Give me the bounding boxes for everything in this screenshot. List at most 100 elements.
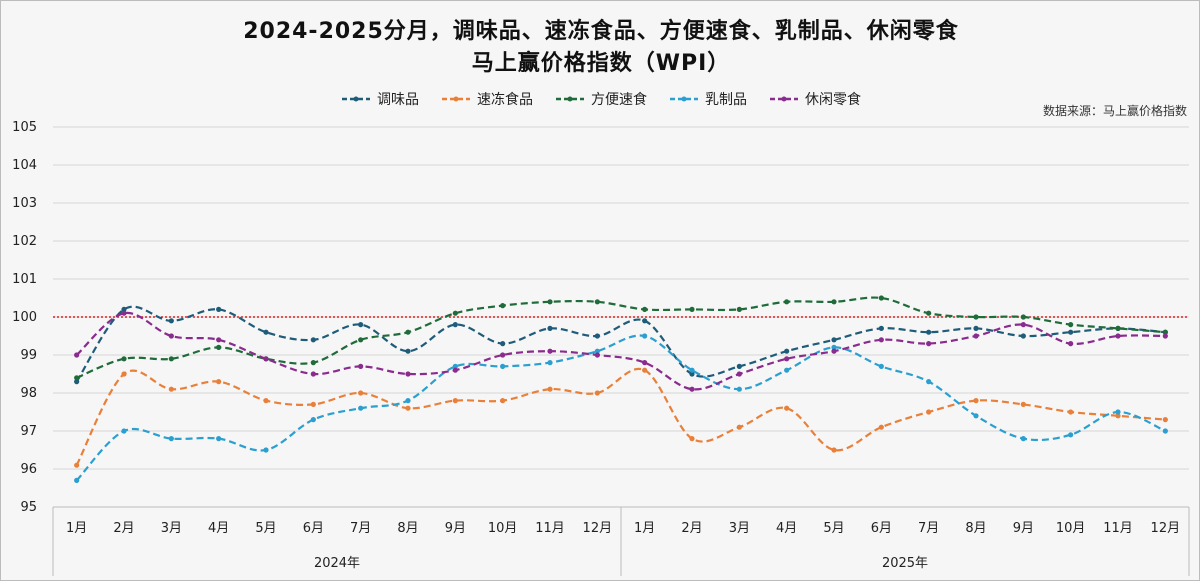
x-tick-label: 2月 xyxy=(681,521,702,536)
data-point-seasoning xyxy=(452,322,458,328)
data-point-dairy xyxy=(405,398,411,404)
data-point-snacks xyxy=(452,367,458,373)
data-point-seasoning xyxy=(594,333,600,339)
data-point-instant-food xyxy=(405,329,411,335)
data-point-seasoning xyxy=(547,325,553,331)
data-point-dairy xyxy=(1020,436,1026,442)
x-tick-label: 1月 xyxy=(634,521,655,536)
data-point-dairy xyxy=(878,363,884,369)
y-tick-label: 105 xyxy=(12,120,37,135)
data-point-dairy xyxy=(74,477,80,483)
data-point-seasoning xyxy=(642,318,648,324)
data-point-instant-food xyxy=(642,306,648,312)
data-point-snacks xyxy=(926,341,932,347)
data-point-instant-food xyxy=(736,306,742,312)
y-tick-label: 101 xyxy=(12,272,37,287)
data-point-frozen-food xyxy=(689,436,695,442)
data-point-instant-food xyxy=(594,299,600,305)
data-point-instant-food xyxy=(689,306,695,312)
data-point-snacks xyxy=(594,352,600,358)
legend-item-seasoning: 调味品 xyxy=(341,89,419,109)
x-tick-label: 1月 xyxy=(66,521,87,536)
x-tick-label: 6月 xyxy=(871,521,892,536)
x-tick-label: 3月 xyxy=(729,521,750,536)
legend-label-seasoning: 调味品 xyxy=(377,92,419,108)
data-point-dairy xyxy=(358,405,364,411)
data-point-instant-food xyxy=(878,295,884,301)
data-point-dairy xyxy=(736,386,742,392)
data-point-seasoning xyxy=(121,306,127,312)
series-line-snacks xyxy=(75,311,1166,391)
data-point-dairy xyxy=(500,363,506,369)
data-point-dairy xyxy=(973,413,979,419)
x-tick-label: 6月 xyxy=(303,521,324,536)
x-tick-label: 4月 xyxy=(208,521,229,536)
legend-item-snacks: 休闲零食 xyxy=(769,89,861,109)
data-point-instant-food xyxy=(1115,325,1121,331)
data-point-frozen-food xyxy=(168,386,174,392)
data-point-frozen-food xyxy=(1020,401,1026,407)
chart-title-line1: 2024-2025分月，调味品、速冻食品、方便速食、乳制品、休闲零食 xyxy=(243,19,959,44)
data-point-dairy xyxy=(1068,432,1074,438)
data-point-seasoning xyxy=(736,363,742,369)
x-tick-label: 7月 xyxy=(350,521,371,536)
data-point-snacks xyxy=(310,371,316,377)
data-point-instant-food xyxy=(926,310,932,316)
data-point-frozen-food xyxy=(310,401,316,407)
data-point-instant-food xyxy=(310,360,316,366)
legend-item-instant-food: 方便速食 xyxy=(555,89,647,109)
data-point-snacks xyxy=(736,371,742,377)
x-tick-label: 9月 xyxy=(445,521,466,536)
data-point-seasoning xyxy=(1068,329,1074,335)
data-point-frozen-food xyxy=(642,367,648,373)
data-point-instant-food xyxy=(74,375,80,381)
data-point-frozen-food xyxy=(926,409,932,415)
x-tick-label: 11月 xyxy=(535,521,565,536)
data-point-snacks xyxy=(500,352,506,358)
data-point-instant-food xyxy=(831,299,837,305)
data-point-seasoning xyxy=(878,325,884,331)
data-point-seasoning xyxy=(168,318,174,324)
data-point-frozen-food xyxy=(74,462,80,468)
data-point-snacks xyxy=(405,371,411,377)
data-point-dairy xyxy=(689,367,695,373)
data-point-frozen-food xyxy=(1068,409,1074,415)
data-point-snacks xyxy=(973,333,979,339)
data-point-frozen-food xyxy=(973,398,979,404)
legend-item-frozen-food: 速冻食品 xyxy=(441,89,533,109)
data-point-instant-food xyxy=(1020,314,1026,320)
data-point-dairy xyxy=(216,436,222,442)
legend-label-snacks: 休闲零食 xyxy=(805,92,861,108)
data-point-frozen-food xyxy=(500,398,506,404)
y-tick-label: 97 xyxy=(20,424,37,439)
data-point-seasoning xyxy=(831,337,837,343)
data-point-frozen-food xyxy=(1115,413,1121,419)
data-point-frozen-food xyxy=(831,447,837,453)
data-point-dairy xyxy=(547,360,553,366)
data-point-instant-food xyxy=(216,344,222,350)
legend-swatch-snacks xyxy=(770,96,798,102)
y-tick-label: 99 xyxy=(20,348,37,363)
data-point-snacks xyxy=(642,360,648,366)
data-point-snacks xyxy=(74,352,80,358)
series-line-instant-food xyxy=(76,296,1166,379)
x-tick-label: 5月 xyxy=(823,521,844,536)
data-point-frozen-food xyxy=(878,424,884,430)
data-point-dairy xyxy=(926,379,932,385)
data-point-seasoning xyxy=(216,306,222,312)
y-tick-label: 95 xyxy=(20,500,37,515)
y-tick-label: 100 xyxy=(12,310,37,325)
data-point-frozen-food xyxy=(784,405,790,411)
data-point-snacks xyxy=(547,348,553,354)
data-point-snacks xyxy=(689,386,695,392)
data-point-snacks xyxy=(263,356,269,362)
data-point-dairy xyxy=(831,344,837,350)
data-point-seasoning xyxy=(310,337,316,343)
x-tick-label: 8月 xyxy=(965,521,986,536)
x-tick-label: 2月 xyxy=(113,521,134,536)
data-point-snacks xyxy=(878,337,884,343)
data-point-dairy xyxy=(642,333,648,339)
x-tick-label: 12月 xyxy=(583,521,613,536)
data-point-snacks xyxy=(831,348,837,354)
